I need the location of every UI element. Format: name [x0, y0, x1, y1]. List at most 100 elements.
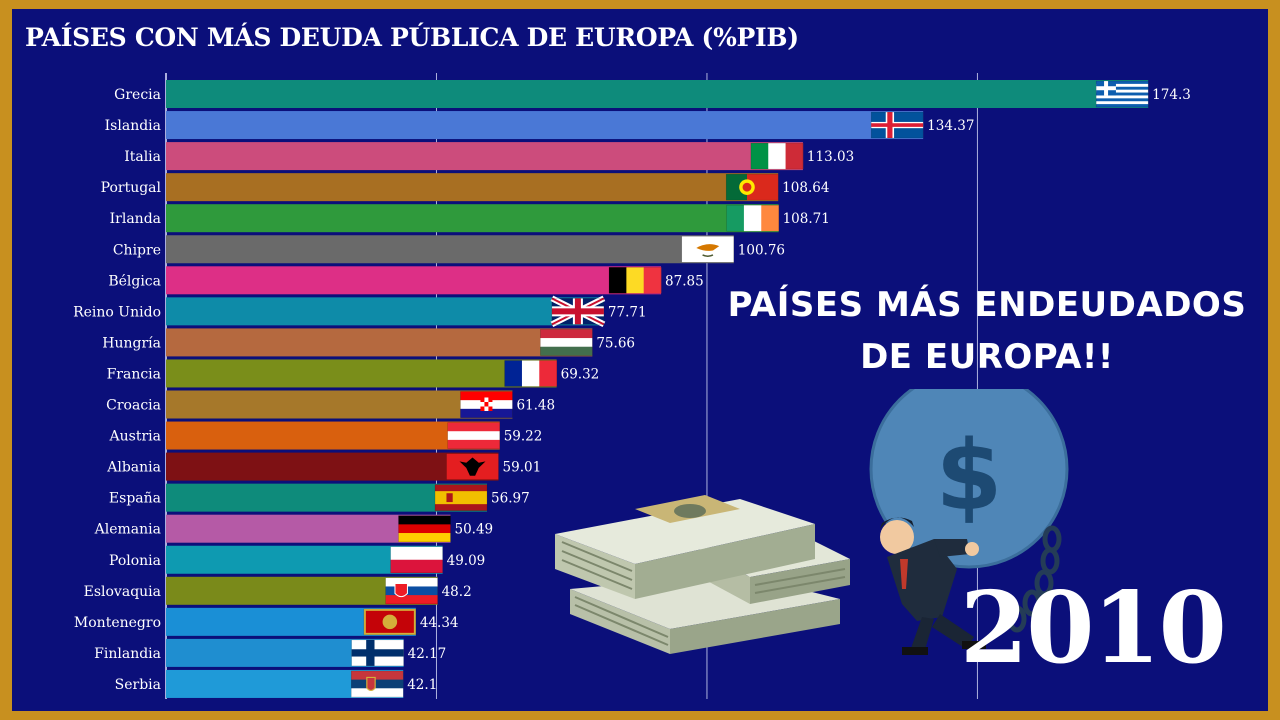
- value-label: 113.03: [807, 149, 854, 165]
- germany-flag-icon: [398, 515, 451, 542]
- bar-row-irlanda: Irlanda 108.71: [110, 204, 830, 233]
- value-label: 87.85: [665, 273, 704, 289]
- chain-icon: [1007, 525, 1062, 633]
- headline: PAÍSES MÁS ENDEUDADOS DE EUROPA!!: [712, 279, 1262, 383]
- bar-row-austria: Austria 59.22: [109, 421, 543, 450]
- value-label: 50.49: [455, 522, 494, 538]
- category-label: Montenegro: [74, 615, 161, 631]
- value-label: 42.1: [407, 677, 437, 693]
- category-label: Polonia: [109, 553, 161, 569]
- category-label: Francia: [107, 366, 161, 382]
- portugal-flag-icon: [725, 173, 779, 201]
- value-label: 77.71: [608, 304, 647, 320]
- category-label: Irlanda: [110, 211, 161, 227]
- bar: [166, 483, 488, 512]
- headline-line-2: DE EUROPA!!: [860, 337, 1114, 377]
- bar-row-italia: Italia 113.03: [124, 142, 854, 171]
- hungary-flag-icon: [540, 329, 593, 356]
- ireland-flag-icon: [726, 204, 779, 232]
- value-label: 42.17: [408, 646, 447, 662]
- category-label: Serbia: [115, 677, 161, 693]
- dollar-icon: $: [936, 420, 1003, 532]
- france-flag-icon: [504, 360, 557, 387]
- year-label: 2010: [960, 571, 1227, 686]
- slovakia-flag-icon: [385, 577, 438, 605]
- bar: [166, 80, 1149, 108]
- bar: [166, 111, 924, 140]
- finland-flag-icon: [351, 639, 404, 667]
- bar-chart: Grecia 174.3 Islandia 134.37 Italia 113.03 Por…: [73, 73, 1191, 699]
- category-label: Islandia: [105, 118, 161, 134]
- category-label: Alemania: [94, 522, 161, 538]
- value-label: 69.32: [561, 366, 600, 382]
- croatia-flag-icon: [460, 391, 513, 418]
- money-stack-top: [555, 495, 815, 599]
- bar: [166, 328, 593, 357]
- bar-row-españa: España 56.97: [109, 483, 530, 512]
- debt-burden-illustration: $: [869, 389, 1069, 655]
- bar: [166, 235, 734, 264]
- bar: [166, 297, 604, 326]
- category-label: Reino Unido: [73, 304, 161, 320]
- category-label: Croacia: [106, 398, 161, 414]
- category-label: Chipre: [113, 242, 161, 258]
- value-label: 75.66: [596, 335, 635, 351]
- poland-flag-icon: [390, 546, 443, 574]
- bar-row-hungría: Hungría 75.66: [102, 328, 635, 357]
- bar: [166, 204, 779, 233]
- bar: [166, 142, 803, 171]
- category-label: Italia: [124, 149, 161, 165]
- cyprus-flag-icon: [681, 236, 735, 263]
- value-label: 108.64: [782, 180, 829, 196]
- category-label: España: [109, 491, 161, 507]
- spain-flag-icon: [434, 484, 488, 511]
- bar: [166, 452, 499, 481]
- bar-row-reino-unido: Reino Unido 77.71: [73, 295, 647, 328]
- value-label: 49.09: [447, 553, 486, 569]
- bar-row-francia: Francia 69.32: [107, 359, 600, 388]
- bar: [166, 266, 662, 295]
- bar-row-montenegro: Montenegro 44.34: [74, 607, 459, 636]
- bar-row-croacia: Croacia 61.48: [106, 390, 555, 419]
- bar: [166, 390, 513, 419]
- belgium-flag-icon: [608, 267, 662, 294]
- greece-flag-icon: [1095, 80, 1149, 108]
- category-label: Albania: [106, 460, 161, 476]
- bar-row-serbia: Serbia 42.1: [115, 669, 437, 698]
- value-label: 61.48: [516, 398, 555, 414]
- bar-row-finlandia: Finlandia 42.17: [94, 638, 447, 667]
- bar-row-eslovaquia: Eslovaquia 48.2: [84, 576, 472, 605]
- serbia-flag-icon: [350, 670, 404, 698]
- bar-row-bélgica: Bélgica 87.85: [108, 266, 704, 295]
- category-label: Grecia: [114, 87, 161, 103]
- bar-row-islandia: Islandia 134.37: [105, 111, 974, 140]
- bar-row-chipre: Chipre 100.76: [113, 235, 785, 264]
- value-label: 59.22: [504, 429, 543, 445]
- category-label: Bélgica: [108, 273, 161, 289]
- debt-ball: [871, 389, 1067, 567]
- bar-row-portugal: Portugal 108.64: [101, 173, 829, 202]
- bar-row-alemania: Alemania 50.49: [94, 514, 494, 543]
- value-label: 44.34: [420, 615, 459, 631]
- man-figure: [880, 517, 986, 655]
- iceland-flag-icon: [870, 111, 924, 139]
- category-label: Portugal: [101, 180, 162, 196]
- category-label: Austria: [109, 429, 161, 445]
- value-label: 48.2: [442, 584, 472, 600]
- category-label: Eslovaquia: [84, 584, 161, 600]
- money-stacks-illustration: [555, 495, 850, 654]
- value-label: 174.3: [1152, 87, 1191, 103]
- bar-row-albania: Albania 59.01: [106, 452, 542, 481]
- category-label: Finlandia: [94, 646, 161, 662]
- value-label: 59.01: [503, 460, 542, 476]
- italy-flag-icon: [750, 142, 804, 170]
- bar: [166, 173, 779, 202]
- albania-flag-icon: [446, 453, 499, 480]
- value-label: 108.71: [783, 211, 830, 227]
- category-label: Hungría: [102, 335, 161, 351]
- value-label: 100.76: [738, 242, 785, 258]
- united-kingdom-flag-icon: [550, 295, 606, 328]
- headline-line-1: PAÍSES MÁS ENDEUDADOS: [727, 285, 1247, 325]
- bar: [166, 421, 500, 450]
- austria-flag-icon: [447, 422, 500, 449]
